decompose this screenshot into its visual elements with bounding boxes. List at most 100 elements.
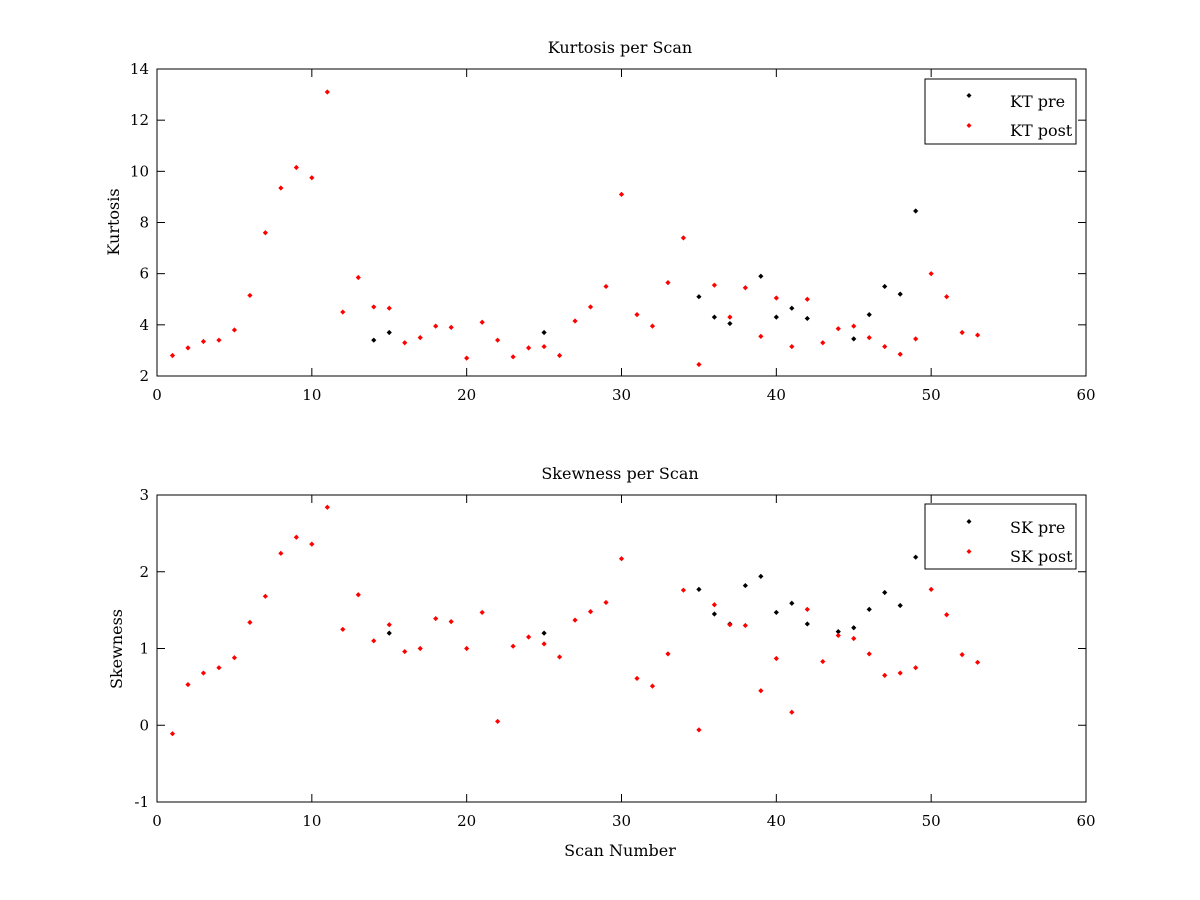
- data-point: [247, 619, 253, 626]
- data-point: [959, 652, 965, 658]
- data-point: [526, 634, 532, 640]
- y-tick-label: 2: [139, 367, 149, 385]
- data-point: [464, 355, 470, 361]
- data-point: [603, 283, 609, 290]
- x-tick-label: 10: [302, 812, 321, 830]
- x-tick-label: 50: [922, 812, 941, 830]
- data-point: [541, 641, 547, 647]
- data-point: [727, 622, 733, 628]
- data-point: [231, 655, 238, 661]
- data-point: [216, 337, 222, 343]
- data-point: [804, 606, 810, 612]
- data-point: [773, 295, 779, 301]
- data-point: [696, 727, 702, 733]
- data-point: [928, 586, 934, 593]
- data-point: [742, 622, 748, 629]
- data-point: [618, 191, 625, 197]
- axis-ticks: 0 10 20 30 40 50 60 2 4 6 8 10 12 14: [130, 60, 1096, 404]
- data-point: [402, 340, 408, 346]
- data-point: [541, 329, 547, 336]
- data-point: [789, 600, 795, 606]
- data-point: [975, 659, 981, 665]
- data-point: [913, 336, 919, 342]
- data-point: [448, 324, 454, 330]
- legend-box: [924, 78, 1077, 145]
- data-point: [835, 632, 841, 639]
- data-point: [510, 354, 516, 360]
- y-tick-label: 14: [130, 60, 149, 78]
- data-point: [897, 291, 903, 297]
- data-point: [897, 602, 903, 609]
- data-point: [696, 361, 702, 368]
- data-point: [634, 675, 640, 682]
- data-point: [541, 630, 547, 636]
- data-point: [758, 573, 764, 579]
- y-tick-label: 1: [139, 640, 149, 658]
- data-point: [944, 294, 950, 300]
- data-point: [386, 630, 392, 636]
- chart-title: Kurtosis per Scan: [548, 38, 692, 57]
- data-point: [634, 312, 640, 318]
- data-point: [479, 609, 485, 616]
- legend-marker-post: [966, 549, 972, 554]
- data-point: [789, 305, 795, 311]
- y-tick-label: -1: [134, 793, 149, 811]
- data-point: [882, 283, 888, 290]
- x-tick-label: 30: [612, 812, 631, 830]
- legend-marker-pre: [966, 519, 972, 524]
- data-point: [293, 164, 299, 171]
- data-point: [835, 326, 841, 332]
- y-tick-label: 12: [130, 111, 149, 129]
- y-axis-label: Kurtosis: [104, 188, 123, 255]
- data-point: [526, 345, 532, 351]
- data-point: [231, 327, 238, 333]
- x-tick-label: 20: [457, 386, 476, 404]
- data-point: [851, 635, 857, 642]
- data-point: [773, 655, 779, 662]
- data-point: [711, 314, 717, 320]
- data-point: [742, 285, 748, 291]
- data-point: [913, 665, 919, 671]
- data-point: [866, 606, 872, 612]
- legend-label-post: SK post: [1010, 547, 1073, 566]
- data-point: [680, 235, 687, 241]
- data-point: [897, 670, 903, 676]
- data-point: [711, 611, 717, 617]
- data-point: [804, 315, 810, 322]
- data-point: [185, 345, 191, 351]
- data-point: [324, 89, 330, 95]
- y-axis-label: Skewness: [107, 609, 126, 689]
- x-tick-label: 0: [152, 812, 162, 830]
- legend-marker-pre: [966, 93, 972, 98]
- data-point: [556, 654, 563, 660]
- data-point: [835, 629, 841, 635]
- x-tick-label: 60: [1076, 812, 1095, 830]
- data-point: [324, 504, 330, 510]
- data-point: [696, 586, 702, 593]
- x-tick-label: 60: [1076, 386, 1095, 404]
- x-tick-label: 50: [922, 386, 941, 404]
- data-point: [727, 314, 733, 320]
- data-point: [169, 352, 176, 359]
- data-point: [386, 622, 392, 628]
- data-point: [913, 208, 919, 214]
- data-point: [913, 554, 919, 560]
- data-point: [572, 617, 578, 623]
- data-points: [169, 89, 981, 368]
- data-point: [402, 648, 408, 655]
- skewness-panel: Skewness per Scan Skewness Scan Number 0…: [107, 464, 1096, 860]
- data-point: [696, 294, 702, 300]
- data-point: [340, 309, 346, 315]
- data-point: [169, 731, 176, 737]
- legend-label-pre: KT pre: [1010, 92, 1065, 111]
- data-point: [618, 556, 625, 562]
- data-point: [216, 665, 222, 671]
- data-point: [758, 333, 764, 339]
- data-point: [804, 296, 810, 302]
- data-point: [200, 338, 207, 345]
- data-point: [417, 645, 423, 652]
- data-point: [680, 587, 687, 593]
- data-point: [897, 351, 903, 357]
- data-point: [587, 304, 594, 310]
